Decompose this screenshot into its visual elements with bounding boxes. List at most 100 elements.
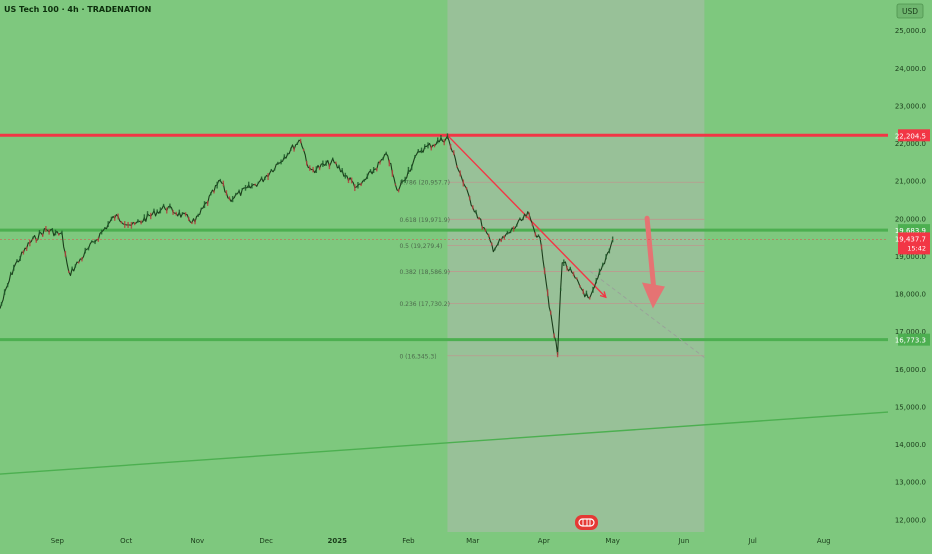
trendline-long-term-support[interactable]: [0, 411, 889, 475]
candle: [175, 211, 177, 216]
price-tick-label: 23,000.0: [895, 102, 926, 110]
candle: [84, 247, 86, 254]
candle: [231, 195, 234, 203]
candle: [61, 230, 63, 235]
candle: [260, 176, 263, 180]
time-tick-label: Oct: [120, 537, 132, 545]
candle: [280, 159, 282, 165]
price-tick-label: 14,000.0: [895, 441, 926, 449]
candle: [153, 208, 155, 213]
candle: [497, 242, 499, 246]
candle: [309, 165, 311, 171]
candle: [235, 192, 237, 196]
candle: [417, 149, 419, 153]
fib-retracement[interactable]: 0 (16,345.3) 0.236 (17,730.2) 0.382 (18,58…: [399, 180, 705, 361]
candle: [414, 154, 416, 159]
candle: [48, 229, 50, 235]
candle: [602, 262, 604, 267]
candle: [411, 164, 413, 171]
candle: [443, 139, 445, 146]
candle: [216, 181, 218, 189]
price-tick-label: 19,000.0: [895, 253, 926, 261]
candle: [206, 200, 209, 206]
time-tick-label: Apr: [538, 537, 550, 545]
candle: [150, 212, 152, 220]
candle: [318, 166, 321, 171]
candle: [162, 203, 165, 207]
candle: [376, 167, 378, 172]
candle: [522, 217, 524, 221]
candle: [592, 286, 594, 293]
candle: [120, 221, 123, 224]
candle: [506, 230, 509, 235]
tradenation-logo-icon[interactable]: [575, 515, 598, 530]
candle: [213, 190, 215, 194]
candle: [427, 142, 429, 149]
level-price-tag-label: 16,773.3: [895, 337, 926, 345]
candle: [420, 147, 423, 154]
candle: [146, 211, 149, 217]
candle: [519, 217, 521, 220]
candle: [64, 251, 67, 257]
currency-badge[interactable]: USD: [896, 3, 924, 19]
candle: [338, 164, 340, 169]
price-axis[interactable]: 12,000.0 13,000.0 14,000.0 15,000.0 16,000.0…: [895, 27, 926, 524]
candle: [133, 222, 136, 226]
candle: [91, 240, 93, 243]
candle: [16, 259, 18, 263]
candle: [397, 188, 400, 193]
candle: [534, 232, 537, 237]
level-price-tag: [898, 129, 930, 142]
candle: [312, 166, 314, 173]
candle: [576, 277, 578, 280]
candle: [77, 261, 80, 264]
candle: [528, 212, 530, 218]
time-tick-label: 2025: [328, 537, 348, 545]
fib-level-label: 0.786 (20,957.7): [399, 180, 449, 187]
projection-arrow-head: [641, 282, 665, 309]
candle: [3, 289, 6, 295]
candle: [159, 207, 162, 214]
candle: [32, 236, 34, 240]
time-axis[interactable]: Sep Oct Nov Dec 2025 Feb Mar Apr May Jun Jul Aug: [51, 537, 831, 545]
candle: [369, 169, 372, 173]
horizontal-levels[interactable]: [0, 133, 888, 342]
candle: [68, 270, 70, 273]
candle: [579, 285, 581, 288]
candle: [478, 216, 480, 220]
time-tick-label: Sep: [51, 537, 65, 545]
fib-level-label: 0.618 (19,971.9): [399, 217, 449, 224]
candle: [449, 144, 452, 150]
candle: [531, 222, 534, 226]
projection-arrow[interactable]: [641, 215, 665, 309]
candle: [433, 143, 436, 148]
price-axis-tags: 22,204.5 19,683.9 16,773.3 19,437.715:42: [0, 129, 930, 346]
candle: [41, 233, 44, 237]
candle: [273, 168, 276, 171]
candle: [254, 183, 256, 186]
candle: [569, 266, 571, 271]
candle: [446, 133, 449, 140]
candle: [188, 217, 190, 222]
candle: [45, 226, 47, 232]
candle: [270, 168, 273, 172]
candle: [94, 239, 96, 245]
candle: [487, 233, 490, 237]
price-tick-label: 21,000.0: [895, 178, 926, 186]
price-tick-label: 16,000.0: [895, 366, 926, 374]
candle: [107, 221, 109, 228]
candle: [181, 212, 184, 215]
candle: [512, 226, 515, 232]
candle: [401, 179, 403, 183]
candle: [382, 157, 384, 161]
level-price-tag: [898, 333, 930, 346]
candle: [494, 247, 496, 251]
time-tick-label: Dec: [259, 537, 273, 545]
fib-level-label: 0.5 (19,279.4): [399, 243, 442, 250]
trendline-descending-extension[interactable]: [589, 270, 705, 358]
candle: [286, 152, 289, 156]
candle: [137, 219, 139, 223]
fib-level-label: 0.236 (17,730.2): [399, 301, 449, 308]
